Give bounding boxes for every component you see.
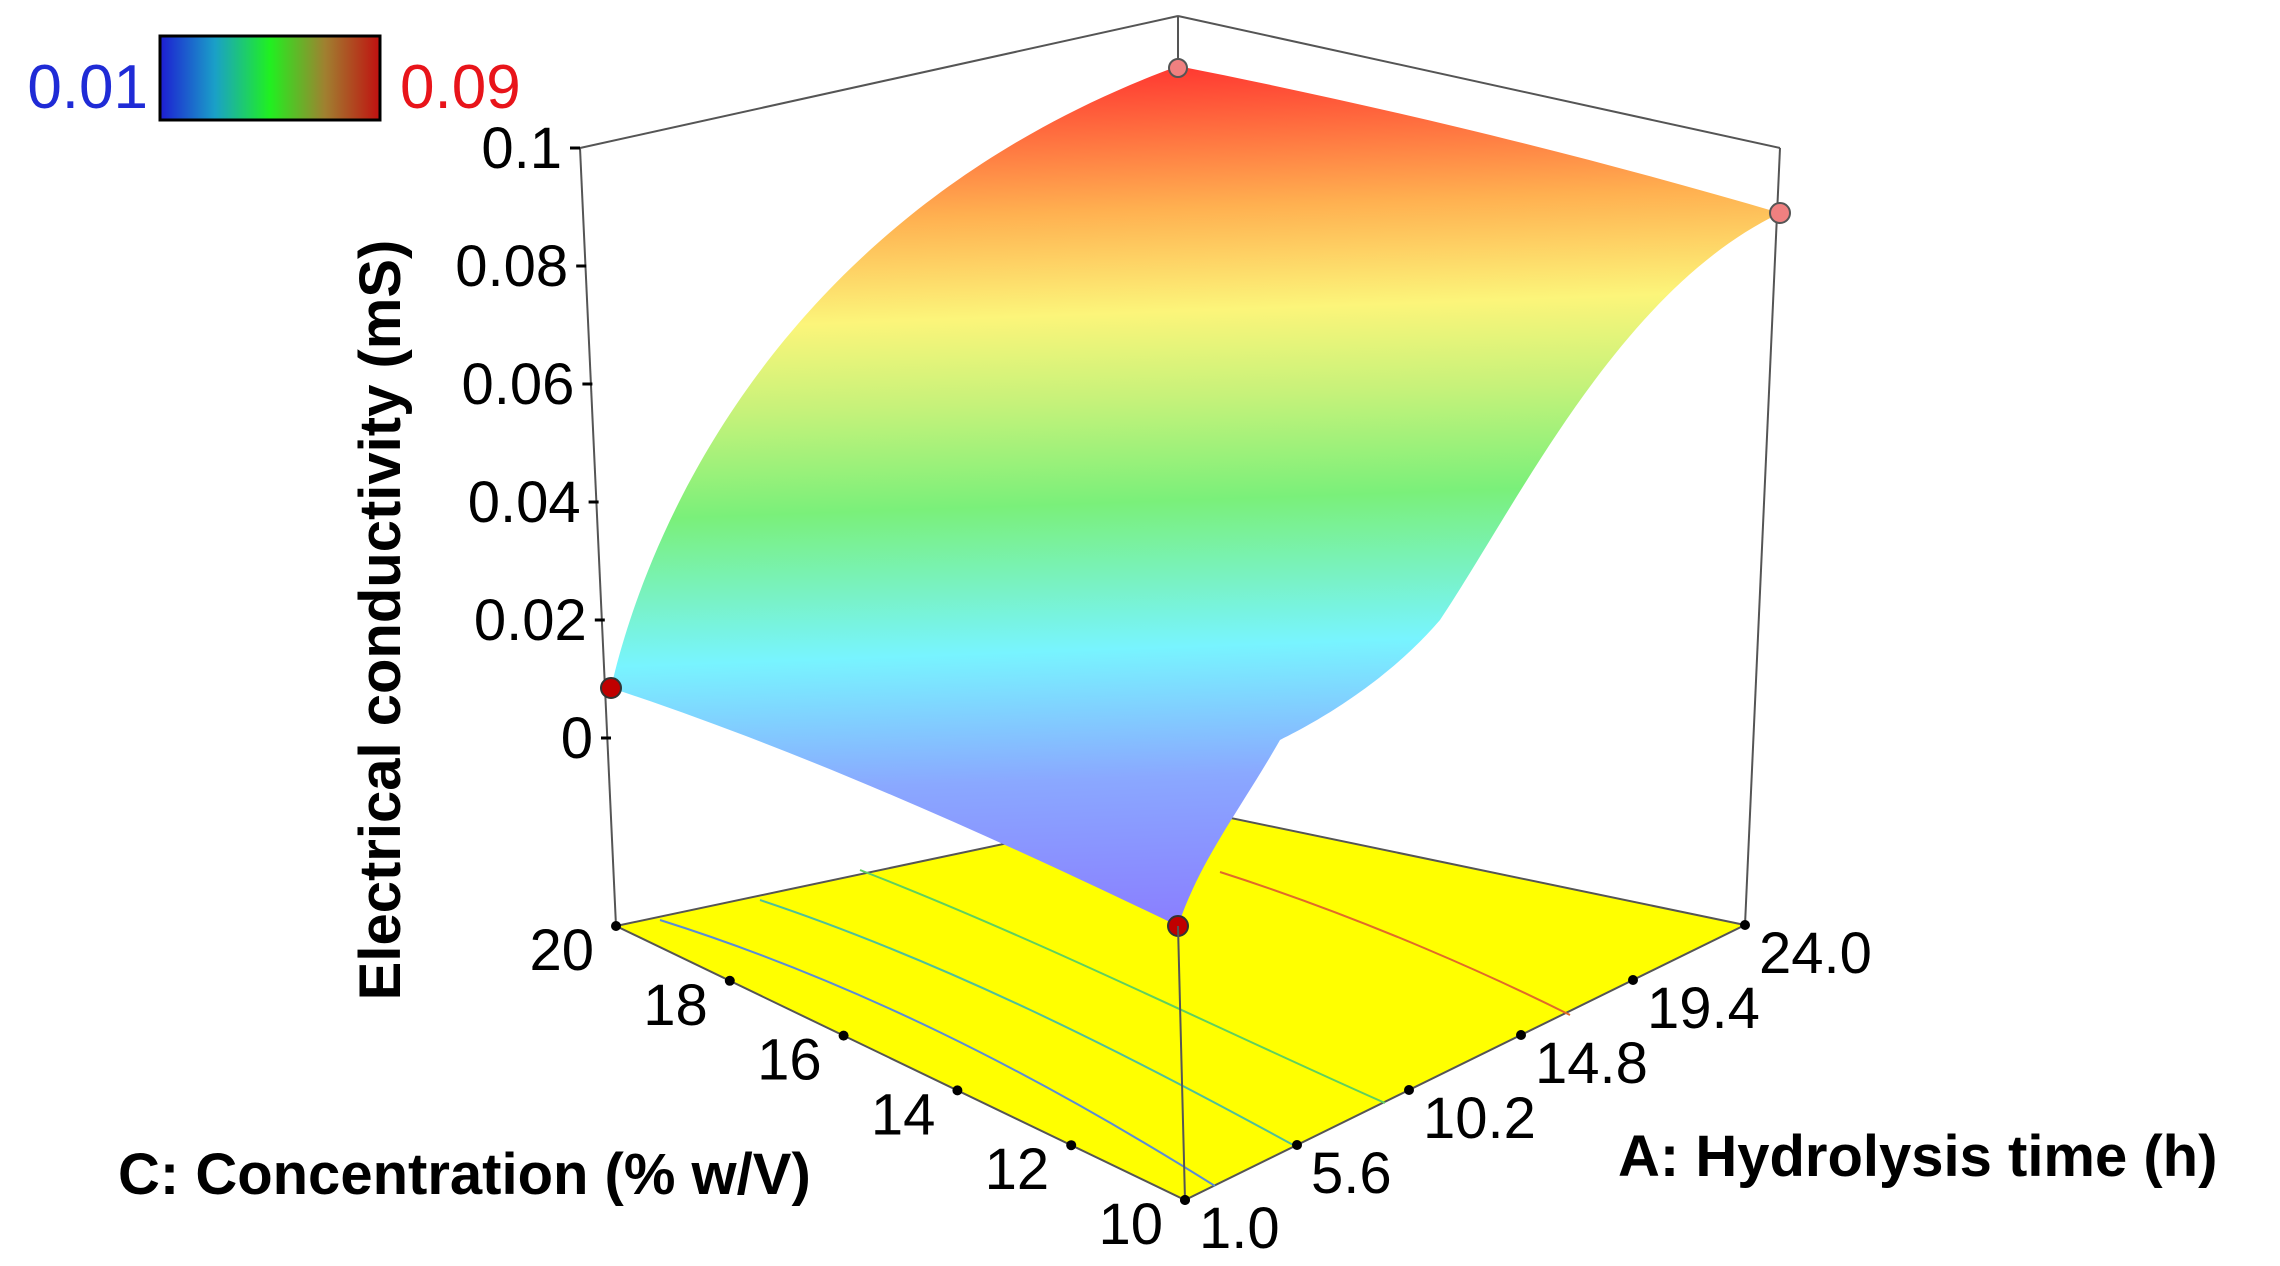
surface-patch — [611, 66, 1780, 926]
a-tick-label: 10.2 — [1423, 1086, 1536, 1151]
a-tick-label: 1.0 — [1199, 1196, 1280, 1261]
z-tick-label: 0.08 — [455, 234, 568, 299]
c-tick-label: 20 — [529, 918, 594, 983]
a-tick-label: 5.6 — [1311, 1141, 1392, 1206]
c-tick-mark — [611, 921, 621, 931]
design-point — [1769, 202, 1791, 224]
c-tick-label: 12 — [985, 1137, 1050, 1202]
response-surface — [611, 66, 1780, 926]
a-tick-mark — [1404, 1085, 1414, 1095]
colorbar-max-label: 0.09 — [400, 53, 521, 122]
c-tick-mark — [838, 1030, 849, 1041]
c-axis: 10 12 14 16 18 20 — [529, 918, 1190, 1257]
z-tick-label: 0 — [561, 706, 593, 771]
c-tick-mark — [952, 1085, 963, 1096]
a-tick-label: 19.4 — [1647, 976, 1760, 1041]
a-tick-mark — [1292, 1140, 1302, 1150]
a-tick-mark — [1180, 1195, 1190, 1205]
a-axis: 1.0 5.6 10.214.819.424.0 — [1180, 920, 1872, 1261]
box-edge-top-left — [579, 15, 1179, 149]
c-axis-title: C: Concentration (% w/V) — [118, 1142, 811, 1207]
z-tick-label: 0.02 — [474, 588, 587, 653]
box-edge-left-vertical — [579, 147, 617, 927]
box-edge-right-vertical — [1744, 147, 1781, 926]
z-axis: 0 0.02 0.04 0.06 0.08 0.1 — [455, 116, 611, 771]
a-tick-label: 24.0 — [1759, 921, 1872, 986]
z-tick-label: 0.04 — [468, 470, 581, 535]
box-edge-top-right — [1177, 15, 1781, 149]
c-tick-label: 10 — [1098, 1192, 1163, 1257]
c-tick-label: 18 — [643, 973, 708, 1038]
z-axis-title: Electrical conductivity (mS) — [348, 240, 413, 1001]
contour-line — [659, 919, 1216, 1187]
plot-box-frame — [579, 15, 1781, 927]
a-tick-mark — [1516, 1030, 1526, 1040]
z-tick-label: 0.06 — [462, 352, 575, 417]
box-edge-front-vertical — [1177, 925, 1186, 1201]
a-tick-mark — [1628, 975, 1638, 985]
a-tick-mark — [1740, 920, 1750, 930]
z-tick-label: 0.1 — [481, 116, 562, 181]
colorbar-gradient — [158, 34, 382, 122]
design-point — [600, 677, 622, 699]
c-tick-label: 16 — [757, 1028, 822, 1093]
c-tick-mark — [1066, 1140, 1077, 1151]
colorbar-legend: 0.01 0.09 — [27, 34, 521, 122]
contour-line — [859, 869, 1386, 1104]
a-tick-label: 14.8 — [1535, 1031, 1648, 1096]
contour-line — [1219, 871, 1571, 1016]
colorbar-min-label: 0.01 — [27, 53, 148, 122]
c-tick-label: 14 — [871, 1082, 936, 1147]
c-tick-mark — [724, 975, 735, 986]
contour-line — [759, 899, 1296, 1147]
front-box-edges — [1177, 925, 1186, 1201]
a-axis-title: A: Hydrolysis time (h) — [1618, 1124, 2217, 1189]
design-point — [1168, 58, 1188, 78]
